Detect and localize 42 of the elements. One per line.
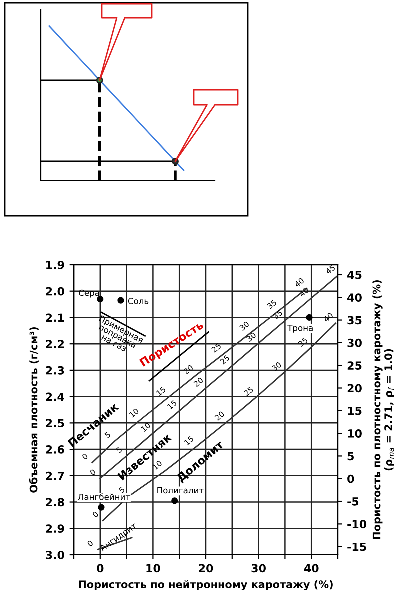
y2-tick-label: 45 — [348, 271, 362, 280]
annotation: Сера — [79, 290, 100, 298]
y-tick-label: 2.6 — [46, 446, 64, 454]
y-tick-label: 2.7 — [46, 472, 64, 480]
y2-tick-label: -5 — [348, 498, 359, 506]
y2-tick-label: 30 — [348, 338, 362, 348]
y2-tick-label: 5 — [348, 452, 354, 461]
y-tick-label: 2.5 — [46, 419, 64, 428]
y2-tick-label: 15 — [348, 407, 362, 416]
y-tick-label: 3.0 — [46, 550, 64, 560]
annotation: Полигалит — [158, 487, 204, 494]
annotation: Трона — [288, 325, 313, 333]
x-tick-label: 40 — [304, 564, 319, 573]
y2-tick-label: -10 — [348, 520, 367, 529]
point — [172, 498, 178, 504]
y2-tick-label: 35 — [348, 316, 362, 325]
x-tick-label: 30 — [252, 564, 266, 573]
point — [118, 297, 124, 304]
y-tick-label: 1.9 — [46, 260, 64, 270]
y-axis-title: Объемная плотность (г/см³) — [29, 327, 39, 493]
y-tick-label: 2.4 — [46, 392, 64, 402]
y2-axis-title: Пористость по плотностному каротажу (%) (ρ$_{ma}$ = 2.71, ρ$_{f}$ = 1.0) — [372, 280, 394, 540]
y-tick-label: 2.9 — [46, 524, 64, 534]
annotation: Соль — [128, 298, 149, 304]
y2-tick-label: 20 — [348, 384, 362, 393]
y2-tick-label: 10 — [348, 430, 362, 438]
point — [306, 314, 313, 322]
y-tick-label: 2.1 — [46, 314, 64, 322]
annotation: Лангбейнит — [78, 494, 130, 500]
x-axis-title: Пористость по нейтронному каротажу (%) — [79, 580, 333, 591]
y-tick-label: 2.3 — [46, 366, 64, 375]
x-tick-label: 20 — [199, 564, 214, 573]
y2-tick-label: 0 — [348, 474, 354, 484]
y-tick-label: 2.0 — [46, 287, 64, 296]
y2-tick-label: 25 — [348, 362, 362, 370]
x-tick-label: 0 — [97, 564, 104, 573]
y-tick-label: 2.2 — [46, 340, 64, 348]
y-tick-label: 2.8 — [46, 498, 64, 507]
y2-tick-label: 40 — [348, 294, 362, 302]
point — [98, 504, 105, 511]
x-tick-label: 10 — [146, 564, 160, 573]
y2-tick-label: -15 — [348, 542, 366, 552]
